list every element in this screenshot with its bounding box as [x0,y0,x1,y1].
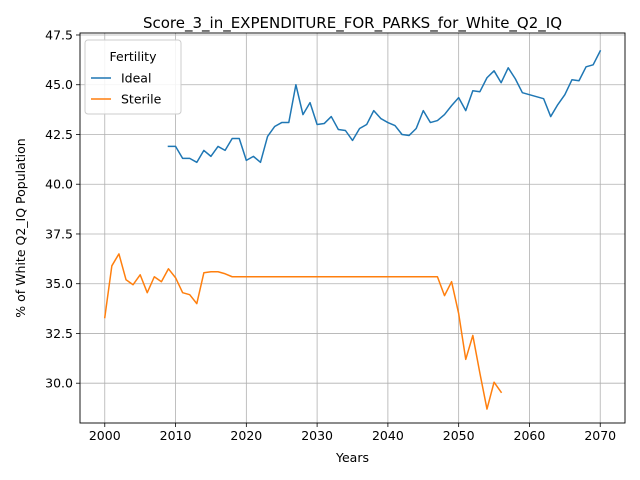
series-line-ideal [167,49,602,164]
x-tick-label: 2030 [301,428,333,443]
x-axis-ticks: 2000 2010 2020 2030 2040 2050 2060 2070 [89,423,616,443]
legend: Fertility Ideal Sterile [84,39,182,115]
x-tick-label: 2010 [160,428,192,443]
y-tick-label: 45.0 [45,77,73,92]
legend-label-ideal: Ideal [121,71,151,86]
legend-title: Fertility [110,49,158,64]
y-tick-label: 35.0 [45,276,73,291]
x-tick-label: 2000 [89,428,121,443]
x-tick-label: 2020 [230,428,262,443]
y-tick-label: 32.5 [45,326,73,341]
x-tick-label: 2040 [372,428,404,443]
y-tick-label: 40.0 [45,177,73,192]
series-line-sterile [103,253,503,410]
plot-series [103,49,602,410]
x-tick-label: 2050 [443,428,475,443]
chart-title: Score_3_in_EXPENDITURE_FOR_PARKS_for_Whi… [143,14,562,33]
y-axis-label: % of White Q2_IQ Population [13,138,28,317]
y-axis-ticks: 30.0 32.5 35.0 37.5 40.0 42.5 45.0 47.5 [45,27,80,391]
legend-box [84,39,182,115]
x-tick-label: 2070 [584,428,616,443]
x-axis-label: Years [335,450,369,465]
y-tick-label: 30.0 [45,376,73,391]
axes-frame [79,32,626,424]
y-tick-label: 42.5 [45,127,73,142]
x-tick-label: 2060 [514,428,546,443]
legend-label-sterile: Sterile [121,92,162,107]
grid [80,33,625,423]
y-tick-label: 47.5 [45,27,73,42]
y-tick-label: 37.5 [45,226,73,241]
